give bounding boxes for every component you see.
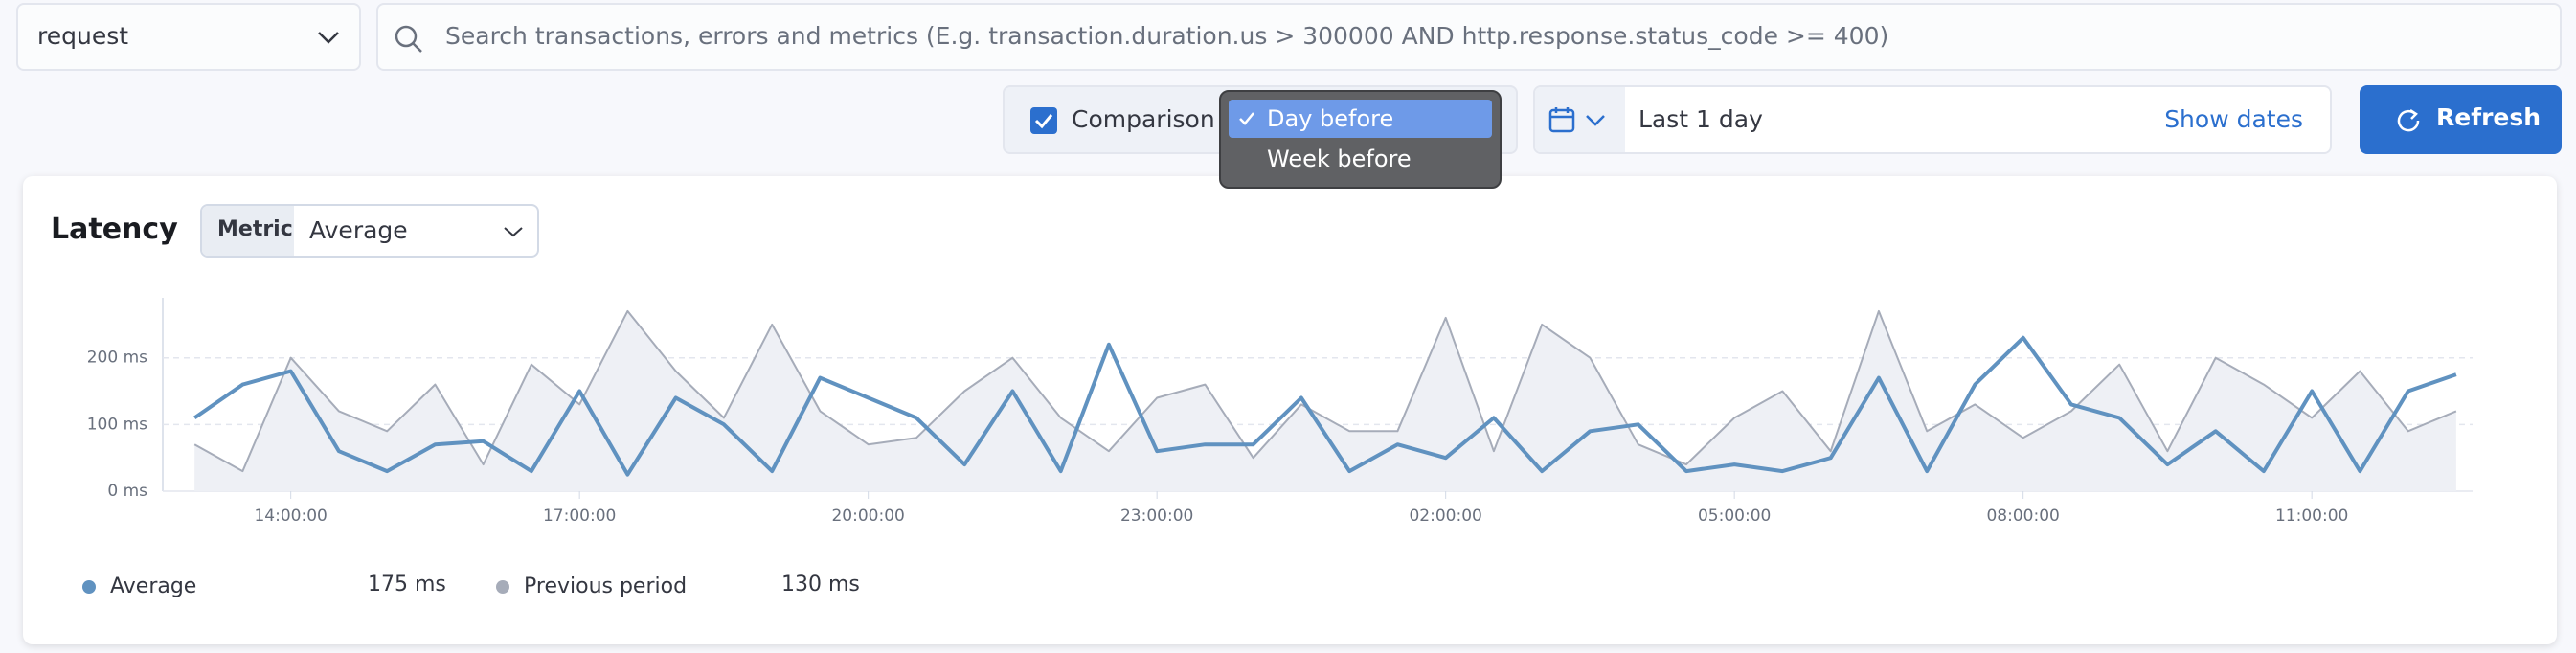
panel-title: Latency (51, 213, 178, 246)
series-line (193, 309, 2457, 473)
search-icon (395, 25, 422, 53)
legend-dot (82, 580, 96, 594)
metric-value: Average (309, 216, 408, 244)
legend-label: Previous period (524, 574, 687, 598)
metric-select[interactable]: Metric Average (200, 204, 539, 258)
y-tick-label: 0 ms (107, 482, 147, 501)
x-tick-label: 08:00:00 (1986, 507, 2059, 526)
service-select[interactable]: request (16, 3, 361, 71)
calendar-icon (1548, 107, 1605, 133)
x-tick-label: 02:00:00 (1409, 507, 1481, 526)
search-bar[interactable]: Search transactions, errors and metrics … (376, 3, 2562, 71)
series-area (194, 310, 2456, 491)
metric-prepend (202, 206, 294, 256)
comparison-dropdown: Day before Week before (1219, 90, 1502, 189)
dropdown-option[interactable]: Day before (1229, 100, 1492, 138)
refresh-button[interactable]: Refresh (2360, 85, 2562, 154)
dropdown-option[interactable]: Week before (1229, 140, 1492, 178)
y-tick-label: 200 ms (87, 349, 147, 368)
chevron (504, 227, 523, 237)
legend-value: 175 ms (368, 573, 446, 597)
x-tick-label: 17:00:00 (543, 507, 616, 526)
y-tick-label: 100 ms (87, 415, 147, 434)
legend-value: 130 ms (781, 573, 860, 597)
search-placeholder: Search transactions, errors and metrics … (445, 22, 1889, 50)
option-label: Week before (1267, 146, 1412, 172)
date-range: Last 1 day (1638, 105, 1763, 133)
show-dates[interactable]: Show dates (2164, 105, 2303, 133)
refresh-label: Refresh (2436, 103, 2542, 131)
x-tick-label: 11:00:00 (2275, 507, 2348, 526)
comparison-label: Comparison (1072, 105, 1215, 133)
x-tick-label: 05:00:00 (1698, 507, 1771, 526)
legend-label: Average (110, 574, 196, 598)
service-value: request (37, 22, 129, 50)
calendar-button[interactable] (1535, 87, 1625, 152)
x-tick-label: 20:00:00 (831, 507, 904, 526)
refresh-icon (2397, 108, 2420, 132)
checkbox[interactable] (1029, 106, 1058, 135)
legend-dot (496, 580, 509, 594)
chevron (318, 32, 339, 44)
option-label: Day before (1267, 105, 1394, 132)
check-icon (1239, 112, 1254, 125)
date-picker: Last 1 day Show dates (1533, 85, 2332, 154)
metric-label: Metric (217, 217, 293, 241)
x-tick-label: 23:00:00 (1120, 507, 1193, 526)
x-tick-label: 14:00:00 (254, 507, 327, 526)
series-line (193, 335, 2457, 477)
